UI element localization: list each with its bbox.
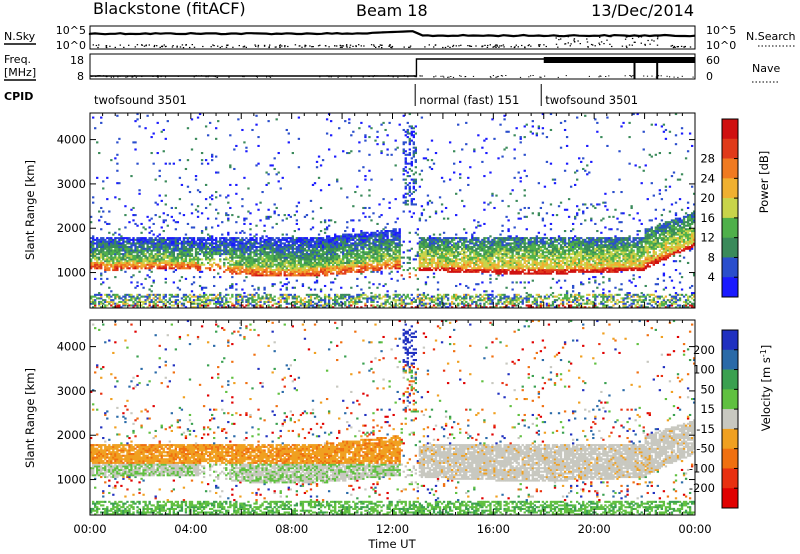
range-tick-label: 1000 [57,266,86,280]
date-title: 13/Dec/2014 [591,1,694,20]
colorbar-tick-label: 28 [700,152,715,166]
freq-unit-label: [MHz] [4,66,36,79]
time-tick-label: 00:00 [73,522,106,536]
power-axes: 1000 2000 3000 4000 [57,113,696,308]
power-heatmap [90,113,695,308]
time-tick-label: 00:00 [678,522,711,536]
colorbar-tick-label: 12 [700,231,715,245]
colorbar-tick-label: -15 [696,422,715,436]
velocity-ylabel: Slant Range [km] [23,368,37,468]
colorbar-tick-label: 24 [700,171,715,185]
cpid-segment-label: twofsound 3501 [94,93,187,107]
cpid-segment-label: normal (fast) 151 [419,93,519,107]
colorbar-tick-label: 20 [700,191,715,205]
colorbar-tick-label: 200 [693,343,715,357]
colorbar-tick-label: 16 [700,211,715,225]
freq-trace [90,57,695,79]
time-axis-ticks: 00:00 04:00 08:00 12:00 16:00 20:00 00:00 [73,522,711,536]
colorbar-tick-label: 100 [693,363,715,377]
nsearch-tick-top: 10^5 [706,24,736,37]
range-tick-label: 3000 [57,384,86,398]
freq-label: Freq. [4,53,31,66]
nsky-label: N.Sky [4,30,36,43]
station-title: Blackstone (fitACF) [93,0,246,18]
nsky-panel [89,25,696,50]
nsearch-tick-bottom: 10^0 [706,39,736,52]
nave-tick-bottom: 0 [706,70,713,83]
range-tick-label: 2000 [57,221,86,235]
time-tick-label: 08:00 [275,522,308,536]
freq-tick-top: 18 [70,54,84,67]
time-tick-label: 12:00 [376,522,409,536]
time-tick-label: 04:00 [174,522,207,536]
nsky-trace [88,30,696,49]
beam-title: Beam 18 [356,1,428,20]
colorbar-tick-label: -50 [696,442,715,456]
nsky-tick-top: 10^5 [56,24,86,37]
range-tick-label: 4000 [57,340,86,354]
colorbar-tick-label: 8 [708,250,715,264]
range-tick-label: 3000 [57,177,86,191]
cpid-segments: twofsound 3501 normal (fast) 151 twofsound… [94,84,638,107]
time-tick-label: 16:00 [477,522,510,536]
cpid-segment-label: twofsound 3501 [545,93,638,107]
velocity-heatmap [90,320,695,515]
colorbar-tick-label: -200 [689,481,715,495]
nave-tick-top: 60 [706,54,720,67]
nsearch-label: N.Search [746,30,796,43]
time-tick-label: 20:00 [578,522,611,536]
freq-panel [89,53,696,80]
cpid-label: CPID [4,90,33,103]
colorbar-tick-label: 50 [700,382,715,396]
nsky-tick-bottom: 10^0 [56,39,86,52]
range-tick-label: 2000 [57,428,86,442]
freq-tick-bottom: 8 [77,70,84,83]
velocity-axes: 1000 2000 3000 4000 [57,320,696,515]
colorbar-tick-label: 15 [700,402,715,416]
nave-label: Nave [752,62,780,75]
power-colorbar: 4 8 12 16 20 24 28 [700,118,739,298]
range-tick-label: 4000 [57,133,86,147]
power-ylabel: Slant Range [km] [23,160,37,260]
power-colorbar-label: Power [dB] [757,151,771,214]
time-axis-label: Time UT [367,537,416,551]
colorbar-tick-label: -100 [689,461,715,475]
range-tick-label: 1000 [57,473,86,487]
colorbar-tick-label: 4 [708,270,715,284]
velocity-colorbar: 200 100 50 15 -15 -50 -100 -200 [689,329,739,509]
velocity-colorbar-label: Velocity [m s-1] [759,345,774,432]
